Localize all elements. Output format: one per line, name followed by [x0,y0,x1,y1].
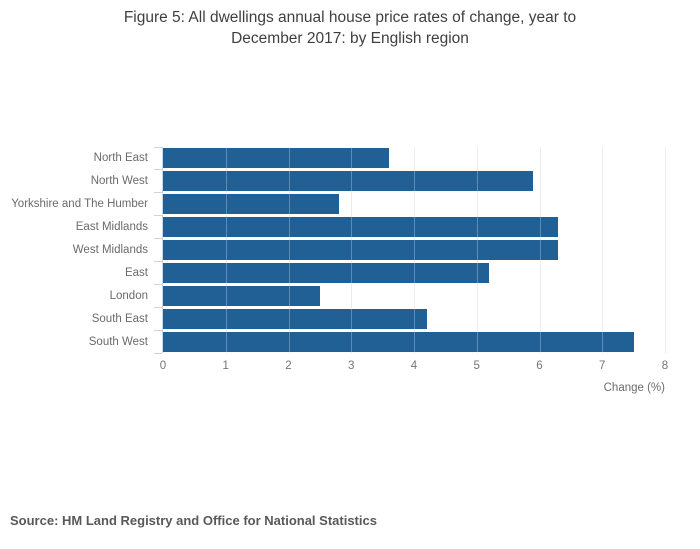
y-axis-tick [154,352,162,354]
x-axis-tick-label-5: 5 [473,360,480,372]
y-label-row: London [0,284,148,307]
y-axis-tick [154,215,162,217]
bar-row-north-east [163,147,665,170]
gridline-overlay [539,147,541,353]
y-axis-label-east-midlands: East Midlands [75,221,148,234]
bar-south-east [163,308,427,329]
y-axis-line [162,147,163,353]
y-axis-tick [154,260,162,262]
y-axis-tick [154,283,162,285]
x-axis-tick-label-0: 0 [159,360,167,372]
y-label-row: North West [0,170,148,193]
gridline-overlay [351,147,353,353]
y-label-row: East Midlands [0,216,148,239]
y-axis-label-london: London [109,289,148,302]
bar-east-midlands [163,217,559,238]
gridline-overlay [414,147,415,353]
y-axis-labels: North East North West Yorkshire and The Hu… [0,147,148,353]
chart-title: Figure 5: All dwellings annual house pri… [0,7,700,49]
gridline [665,147,666,353]
x-axis-tick-label-4: 4 [410,360,418,372]
bar-row-west-midlands [163,239,665,262]
source-note: Source: HM Land Registry and Office for … [10,513,377,528]
y-label-row: Yorkshire and The Humber [0,193,148,216]
x-axis-tick-label-7: 7 [599,360,606,372]
bar-north-west [163,171,534,192]
y-label-row: South West [0,330,148,353]
gridline-overlay [288,147,290,353]
y-axis-tick [154,306,162,308]
bar-row-north-west [163,170,665,193]
y-axis-tick [154,146,162,148]
gridline [602,147,604,353]
y-axis-label-north-west: North West [90,175,148,188]
gridline-overlay [476,147,478,353]
bar-west-midlands [163,240,559,260]
y-label-row: West Midlands [0,239,148,262]
gridline-overlay [225,147,227,353]
x-axis-tick-label-3: 3 [348,360,355,372]
y-axis-label-north-east: North East [93,152,148,165]
y-axis-label-west-midlands: West Midlands [72,244,148,256]
y-label-row: North East [0,147,148,170]
bar-north-east [163,148,389,169]
bar-row-south-west [163,330,665,353]
bar-row-east [163,261,665,284]
y-axis-label-yorkshire-and-the-humber: Yorkshire and The Humber [11,198,148,211]
bars-container [163,147,665,353]
y-axis-tick [154,192,162,194]
y-axis-tick [154,169,162,171]
chart-title-text: Figure 5: All dwellings annual house pri… [123,9,577,47]
x-axis-tick-label-8: 8 [661,360,669,372]
x-axis-tick-label-6: 6 [536,360,543,372]
y-label-row: South East [0,307,148,330]
bar-row-london [163,284,665,307]
x-axis-title: Change (%) [603,382,665,394]
bar-east [163,262,490,283]
bar-yorkshire-and-the-humber [163,194,339,215]
y-axis-label-east: East [124,266,148,279]
bar-row-south-east [163,307,665,330]
plot-area [154,146,666,354]
gridline-overlay [602,147,604,353]
y-axis-label-south-west: South West [88,335,148,348]
bar-london [163,285,320,306]
x-axis-tick-labels: 0 1 2 3 4 5 6 7 8 [159,360,669,374]
x-axis-tick-label-2: 2 [285,360,292,372]
bar-south-west [163,331,634,352]
y-axis-tick [154,238,162,240]
gridline-overlay [665,147,666,353]
y-axis-label-south-east: South East [91,312,148,325]
bar-row-east-midlands [163,216,665,239]
y-label-row: East [0,261,148,284]
x-axis-tick-label-1: 1 [222,360,229,372]
bar-row-yorkshire-and-the-humber [163,193,665,216]
y-axis-tick [154,329,162,331]
